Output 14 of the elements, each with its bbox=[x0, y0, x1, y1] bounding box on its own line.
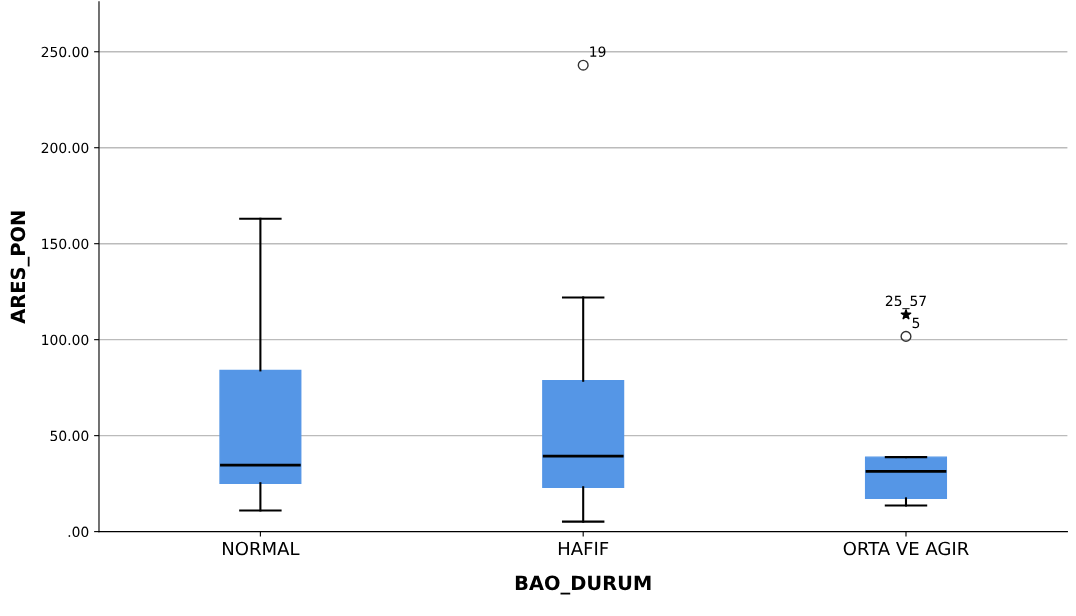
annotation: 19 bbox=[590, 46, 606, 57]
x-tick-label: HAFIF bbox=[558, 541, 609, 556]
y-tick-label: 200.00 bbox=[41, 142, 89, 154]
y-tick-label: 250.00 bbox=[41, 46, 89, 58]
x-axis-title: BAO_DURUM bbox=[515, 575, 651, 595]
y-tick-label: .00 bbox=[68, 526, 89, 538]
y-tick-label: 100.00 bbox=[42, 334, 89, 346]
y-tick-label: 150.00 bbox=[42, 238, 89, 250]
x-tick-label: NORMAL bbox=[223, 541, 300, 556]
y-axis-title: ARES_PON bbox=[10, 211, 30, 324]
y-tick-label: 50.00 bbox=[50, 430, 89, 442]
annotation: 25_57 bbox=[885, 295, 926, 310]
annotation: 5 bbox=[912, 317, 920, 329]
x-tick-label: ORTA VE AGIR bbox=[843, 541, 969, 556]
